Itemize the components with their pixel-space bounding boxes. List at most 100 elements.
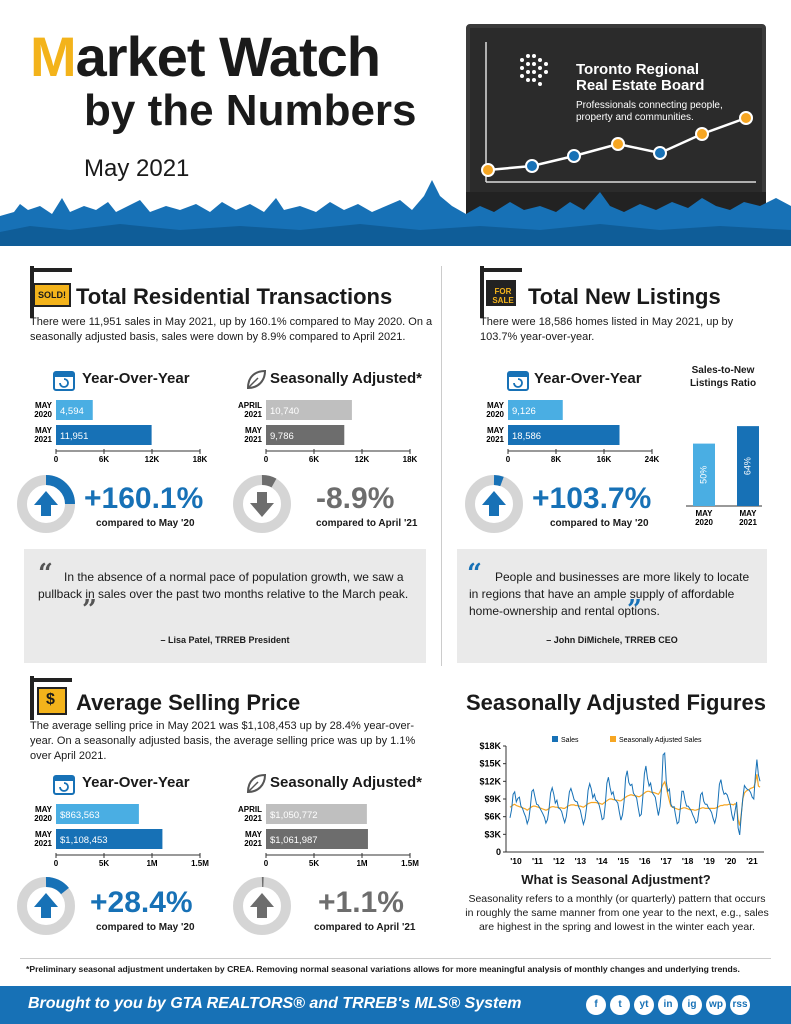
title-m-letter: M [30,25,77,88]
transactions-title: Total Residential Transactions [76,284,393,309]
president-quote: In the absence of a normal pace of popul… [38,570,409,601]
bar [56,425,152,445]
bar [266,400,352,420]
bar-chart-price-yoy: MAY 2020 $863,563 MAY 2021 $1,108,453 0 5K 1M 1.5… [20,800,220,868]
x-tick-label: 0 [54,859,59,868]
report-month: May 2021 [84,155,190,182]
twitter-icon[interactable]: t [610,995,630,1015]
close-quote-icon: ” [82,595,97,625]
x-tick-label: 0 [506,455,511,464]
bar-value-label: $1,108,453 [60,835,108,846]
rss-icon[interactable]: rss [730,995,750,1015]
bar-category-label: 2021 [486,435,504,444]
vertical-divider [441,266,442,666]
x-tick-label: 18K [193,455,208,464]
x-tick-label: '16 [639,856,651,866]
bar-category-label: 2021 [739,518,757,527]
calendar-icon [53,371,75,391]
bar-value-label: 9,126 [512,406,536,417]
what-is-sa-text: Seasonality refers to a monthly (or quar… [465,893,769,933]
y-tick-label: $18K [479,741,501,751]
bar-category-label: 2021 [244,435,262,444]
price-title: Average Selling Price [76,690,301,715]
y-tick-label: $12K [479,776,501,786]
sa-figures-title: Seasonally Adjusted Figures [466,690,766,715]
x-tick-label: 1M [356,859,367,868]
price-leaf-icon [246,773,267,794]
x-tick-label: 12K [145,455,160,464]
leaf-icon [246,369,267,390]
x-tick-label: 1.5M [191,859,209,868]
x-tick-label: 0 [264,859,269,868]
price-yoy-up-gauge-icon [17,877,75,935]
x-tick-label: '19 [703,856,715,866]
linkedin-icon[interactable]: in [658,995,678,1015]
ceo-quote-author: – John DiMichele, TRREB CEO [546,635,678,645]
legend-label: Seasonally Adjusted Sales [619,737,702,744]
bar-value-label: $1,050,772 [270,810,318,821]
x-tick-label: 6K [99,455,109,464]
bar-category-label: MAY [739,509,757,518]
monitor-screen-svg [481,42,756,183]
president-quote-author: – Lisa Patel, TRREB President [160,635,290,645]
transactions-sa-title: Seasonally Adjusted* [270,370,422,387]
bar [508,425,620,445]
line-chart-sa-figures: 0 $3K $6K $9K $12K $15K $18K '10 '11 '12 '13 '14 '15… [470,732,770,870]
x-tick-label: '13 [575,856,587,866]
president-quote-box: “ In the absence of a normal pace of pop… [24,549,426,663]
bar-category-label: APRIL [238,805,262,814]
bar [266,804,367,824]
y-tick-label: $15K [479,759,501,769]
x-tick-label: 16K [597,455,612,464]
price-description: The average selling price in May 2021 wa… [30,720,416,762]
open-quote-icon: “ [38,559,53,589]
sales-sa-down-gauge-icon [233,475,291,533]
transactions-description: There were 11,951 sales in May 2021, up … [30,316,433,343]
bar [56,829,163,849]
x-tick-label: 8K [551,455,561,464]
wordpress-icon[interactable]: wp [706,995,726,1015]
bar-chart-price-sa: APRIL 2021 $1,050,772 MAY 2021 $1,061,987 0 5K 1… [230,800,430,868]
x-tick-label: 0 [54,455,59,464]
bar-category-label: 2020 [695,518,713,527]
bar [508,400,563,420]
price-calendar-icon [53,775,75,795]
bar-category-label: MAY [35,401,53,410]
bar-category-label: MAY [695,509,713,518]
bar-category-label: MAY [245,830,263,839]
social-icons: f t yt in ig wp rss [586,995,750,1015]
sales-sa-percent: -8.9% [316,482,395,515]
footer-bar: Brought to you by GTA REALTORS® and TRRE… [0,986,791,1024]
sales-yoy-percent: +160.1% [84,482,204,515]
bar-category-label: APRIL [238,401,262,410]
bar-value-label: 4,594 [60,406,84,417]
instagram-icon[interactable]: ig [682,995,702,1015]
bar-category-label: 2021 [244,839,262,848]
sales-yoy-compare: compared to May '20 [96,518,195,529]
bar [56,400,93,420]
bar-category-label: MAY [487,426,505,435]
youtube-icon[interactable]: yt [634,995,654,1015]
ceo-open-quote-icon: “ [467,559,482,589]
dollar-sign-text: $ [46,691,55,708]
bar-category-label: 2020 [34,410,52,419]
what-is-sa-title: What is Seasonal Adjustment? [521,872,711,887]
x-tick-label: '14 [596,856,608,866]
bar-value-label: 11,951 [60,431,88,442]
bar-chart-sales-yoy: MAY 2020 4,594 MAY 2021 11,951 0 6K 12K 18K [20,396,220,464]
sold-sign-icon [30,266,72,318]
bar-chart-listings-yoy: MAY 2020 9,126 MAY 2021 18,586 0 8K 16K 24K [472,396,672,464]
facebook-icon[interactable]: f [586,995,606,1015]
bar-category-label: MAY [487,401,505,410]
bar-value-label: 9,786 [270,431,294,442]
bar [693,443,715,506]
x-tick-label: '17 [660,856,672,866]
monitor-chart-dots [481,111,753,177]
bar-category-label: 2021 [244,814,262,823]
x-tick-label: 6K [309,455,319,464]
bar-category-label: 2020 [34,814,52,823]
sa-line-chart-svg: 0 $3K $6K $9K $12K $15K $18K '10 '11 '12 '13 '14 '15… [479,736,764,866]
